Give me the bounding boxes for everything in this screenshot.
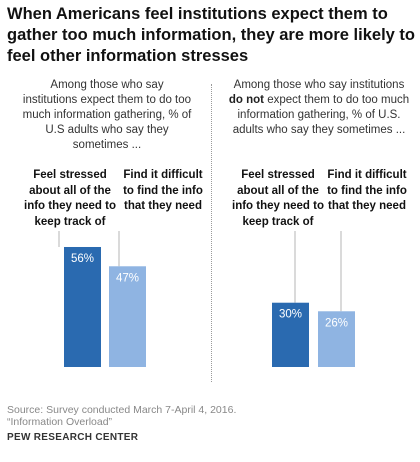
data-label: 56% (71, 253, 94, 265)
right-subtitle-before: Among those who say institutions (233, 79, 405, 91)
right-panel-subtitle: Among those who say institutions do not … (228, 78, 410, 138)
data-label: 47% (116, 272, 139, 284)
data-label: 26% (325, 317, 348, 329)
bar (64, 246, 101, 367)
brand-label: PEW RESEARCH CENTER (7, 432, 139, 443)
source-note: Source: Survey conducted March 7-April 4… (7, 404, 237, 416)
right-category-label-difficult: Find it difficult to find the info that … (327, 169, 407, 212)
data-label: 30% (279, 309, 302, 321)
right-subtitle-emphasis: do not (228, 94, 264, 106)
left-category-label-stressed: Feel stressed about all of the info they… (24, 169, 116, 228)
bar (109, 266, 146, 367)
panel-divider (211, 84, 212, 382)
left-panel-subtitle: Among those who say institutions expect … (22, 78, 192, 153)
chart-title: When Americans feel institutions expect … (7, 5, 415, 65)
report-note: “Information Overload” (7, 416, 113, 428)
bar (272, 302, 309, 367)
left-category-label-difficult: Find it difficult to find the info that … (123, 169, 203, 212)
bar (318, 311, 355, 367)
right-category-label-stressed: Feel stressed about all of the info they… (232, 169, 324, 228)
left-subtitle-text: Among those who say institutions expect … (22, 79, 192, 151)
right-subtitle-after: expect them to do too much information g… (232, 94, 410, 136)
